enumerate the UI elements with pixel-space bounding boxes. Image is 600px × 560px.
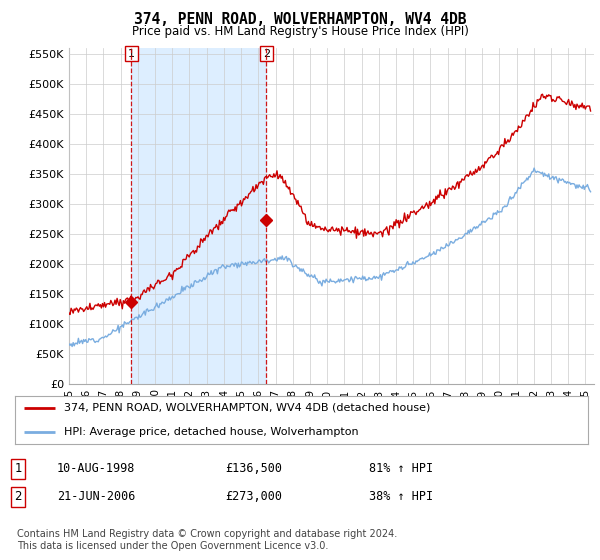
Text: £136,500: £136,500 — [225, 462, 282, 475]
Text: 21-JUN-2006: 21-JUN-2006 — [57, 490, 136, 503]
Text: 2: 2 — [263, 49, 270, 59]
Text: 374, PENN ROAD, WOLVERHAMPTON, WV4 4DB: 374, PENN ROAD, WOLVERHAMPTON, WV4 4DB — [134, 12, 466, 27]
Text: Contains HM Land Registry data © Crown copyright and database right 2024.
This d: Contains HM Land Registry data © Crown c… — [17, 529, 397, 551]
Text: £273,000: £273,000 — [225, 490, 282, 503]
Text: 2: 2 — [14, 490, 22, 503]
Bar — [131, 48, 266, 384]
Text: 38% ↑ HPI: 38% ↑ HPI — [369, 490, 433, 503]
Text: Price paid vs. HM Land Registry's House Price Index (HPI): Price paid vs. HM Land Registry's House … — [131, 25, 469, 38]
Text: 1: 1 — [128, 49, 135, 59]
Text: HPI: Average price, detached house, Wolverhampton: HPI: Average price, detached house, Wolv… — [64, 427, 358, 437]
Text: 1: 1 — [14, 462, 22, 475]
Text: 81% ↑ HPI: 81% ↑ HPI — [369, 462, 433, 475]
Text: 10-AUG-1998: 10-AUG-1998 — [57, 462, 136, 475]
Text: 374, PENN ROAD, WOLVERHAMPTON, WV4 4DB (detached house): 374, PENN ROAD, WOLVERHAMPTON, WV4 4DB (… — [64, 403, 430, 413]
